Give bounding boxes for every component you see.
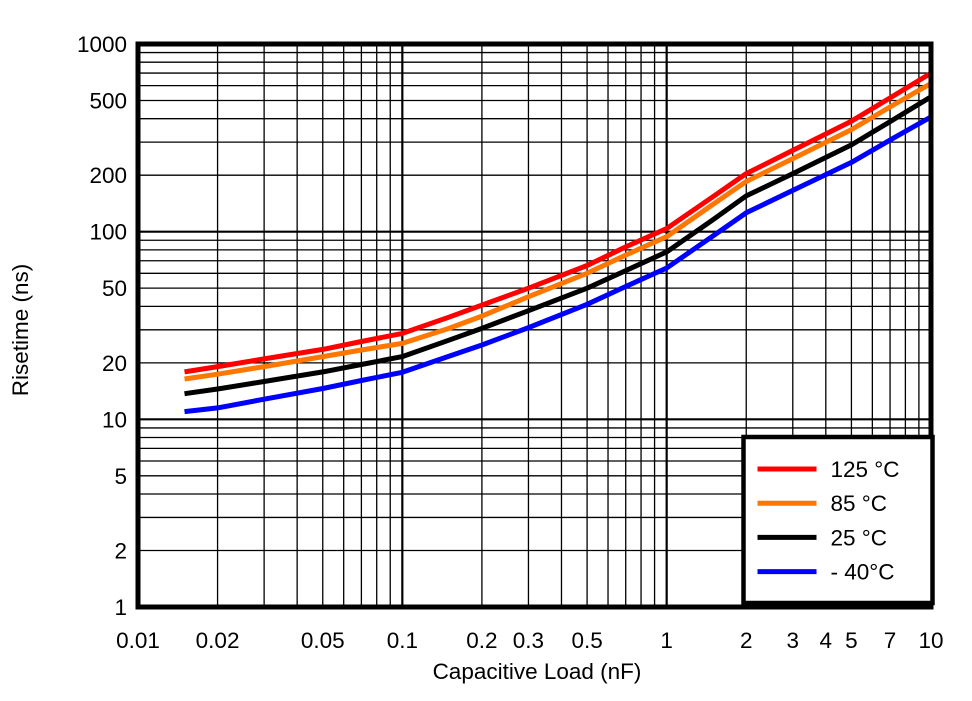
x-tick-label: 4	[820, 628, 833, 653]
y-tick-label: 50	[102, 276, 127, 301]
y-tick-label: 1	[114, 595, 127, 620]
y-axis-title: Risetime (ns)	[8, 264, 33, 397]
x-tick-label: 3	[787, 628, 800, 653]
y-tick-label: 1000	[77, 32, 127, 57]
x-tick-label: 1	[660, 628, 673, 653]
x-tick-label: 0.3	[513, 628, 544, 653]
x-axis-title: Capacitive Load (nF)	[433, 659, 642, 684]
series-line-85cc	[184, 81, 931, 382]
y-tick-label: 200	[89, 163, 127, 188]
x-tick-label: 0.1	[387, 628, 418, 653]
legend-label: 85 °C	[831, 491, 888, 516]
y-tick-label: 20	[102, 351, 127, 376]
legend-label: - 40°C	[831, 560, 895, 585]
x-tick-label: 0.5	[571, 628, 602, 653]
y-tick-label: 10	[102, 407, 127, 432]
series-curves	[184, 70, 931, 415]
series-line-40cc	[184, 114, 931, 415]
x-tick-label: 5	[845, 628, 858, 653]
x-tick-label: 0.05	[301, 628, 345, 653]
plot-generated: 0.01 0.02 0.05 0.1 0.2 0.3 0.5 1 2 3 4 5 7 1012510205…	[77, 32, 944, 653]
legend-item: 25 °C	[757, 525, 888, 550]
y-tick-label: 5	[114, 464, 127, 489]
legend-item: - 40°C	[757, 560, 895, 585]
legend-item: 85 °C	[757, 491, 888, 516]
x-tick-label: 10	[918, 628, 943, 653]
y-tick-label: 2	[114, 539, 127, 564]
tick-labels: 0.01 0.02 0.05 0.1 0.2 0.3 0.5 1 2 3 4 5 7 1012510205…	[77, 32, 944, 653]
legend: 125 °C 85 °C 25 °C - 40°C	[741, 434, 935, 606]
y-tick-label: 500	[89, 88, 127, 113]
x-tick-label: 0.2	[466, 628, 497, 653]
series-line-125cc	[184, 70, 931, 375]
legend-box	[741, 434, 935, 606]
series-line-25cc	[184, 94, 931, 397]
y-tick-label: 100	[89, 220, 127, 245]
legend-item: 125 °C	[757, 457, 900, 482]
legend-label: 125 °C	[831, 457, 900, 482]
x-tick-label: 7	[884, 628, 897, 653]
x-tick-label: 2	[740, 628, 753, 653]
plot-border	[135, 41, 934, 610]
x-tick-label: 0.01	[116, 628, 160, 653]
x-tick-label: 0.02	[196, 628, 240, 653]
legend-label: 25 °C	[831, 525, 888, 550]
